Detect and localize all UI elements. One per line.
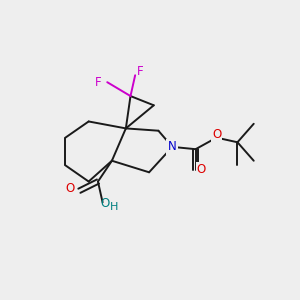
Text: F: F [136,65,143,78]
Text: N: N [168,140,177,153]
Text: O: O [100,197,110,210]
Text: O: O [197,164,206,176]
Text: O: O [65,182,75,195]
Text: F: F [94,76,101,89]
Text: H: H [110,202,118,212]
Text: O: O [212,128,221,141]
